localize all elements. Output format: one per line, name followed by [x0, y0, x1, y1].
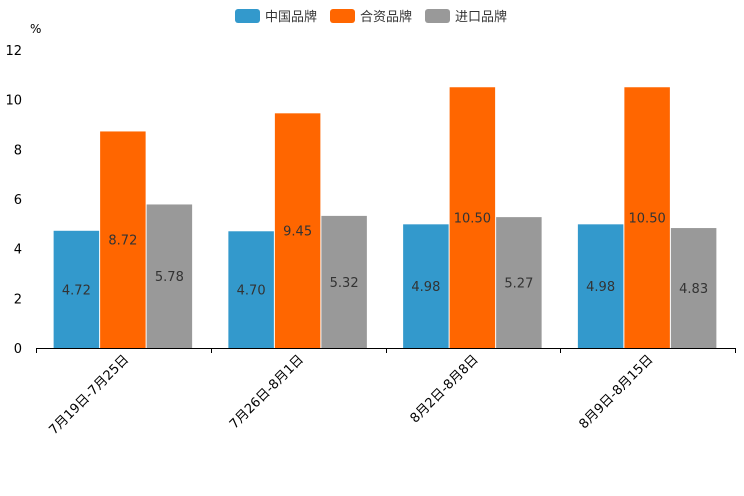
data-label-2-4: 10.50 — [629, 212, 666, 227]
legend-swatch-1[interactable] — [235, 9, 260, 23]
y-tick-label-2: 2 — [14, 292, 22, 307]
bars — [53, 87, 717, 348]
y-tick-label-8: 8 — [14, 143, 22, 158]
data-labels: 4.72 8.72 5.78 4.70 9.45 5.32 4.98 10.50 5.27 4.9… — [62, 212, 708, 299]
legend-label-2[interactable]: 合资品牌 — [360, 9, 412, 25]
bar-1-2[interactable] — [228, 231, 274, 348]
y-tick-label-12: 12 — [5, 44, 22, 59]
data-label-2-1: 8.72 — [108, 234, 137, 249]
data-label-3-1: 5.78 — [155, 270, 184, 285]
data-label-2-2: 9.45 — [283, 225, 312, 240]
bar-2-3[interactable] — [449, 87, 496, 348]
y-axis-unit-label: % — [30, 22, 41, 36]
data-label-1-2: 4.70 — [237, 284, 266, 299]
x-category-label-3: 8月2日-8月8日 — [408, 352, 482, 426]
bar-2-4[interactable] — [624, 87, 670, 348]
legend-swatch-2[interactable] — [330, 9, 355, 23]
data-label-3-4: 4.83 — [679, 282, 708, 297]
legend-label-1[interactable]: 中国品牌 — [265, 9, 317, 25]
y-axis: 0 2 4 6 8 10 12 — [5, 44, 22, 357]
legend: 中国品牌 合资品牌 进口品牌 — [235, 9, 507, 25]
data-label-2-3: 10.50 — [454, 212, 491, 227]
y-tick-label-0: 0 — [14, 342, 22, 357]
x-category-label-4: 8月9日-8月15日 — [577, 352, 657, 432]
data-label-3-2: 5.32 — [330, 276, 359, 291]
data-label-1-4: 4.98 — [586, 280, 615, 295]
bar-3-3[interactable] — [496, 217, 542, 348]
y-tick-label-4: 4 — [14, 243, 22, 258]
bar-1-1[interactable] — [53, 230, 100, 348]
data-label-1-1: 4.72 — [62, 283, 91, 298]
y-tick-label-10: 10 — [5, 94, 22, 109]
bar-3-4[interactable] — [670, 228, 717, 348]
x-category-label-2: 7月26日-8月1日 — [227, 352, 307, 432]
x-axis: 7月19日-7月25日 7月26日-8月1日 8月2日-8月8日 8月9日-8月15日 — [36, 348, 736, 438]
legend-label-3[interactable]: 进口品牌 — [455, 9, 507, 25]
bar-3-1[interactable] — [146, 204, 193, 348]
bar-2-2[interactable] — [274, 113, 321, 348]
bar-3-2[interactable] — [321, 215, 367, 348]
bar-1-3[interactable] — [403, 224, 449, 348]
y-tick-label-6: 6 — [14, 193, 22, 208]
x-category-label-1: 7月19日-7月25日 — [46, 352, 132, 438]
bar-2-1[interactable] — [100, 131, 146, 348]
bar-1-4[interactable] — [577, 224, 624, 348]
data-label-1-3: 4.98 — [411, 280, 440, 295]
legend-swatch-3[interactable] — [425, 9, 450, 23]
data-label-3-3: 5.27 — [504, 277, 533, 292]
